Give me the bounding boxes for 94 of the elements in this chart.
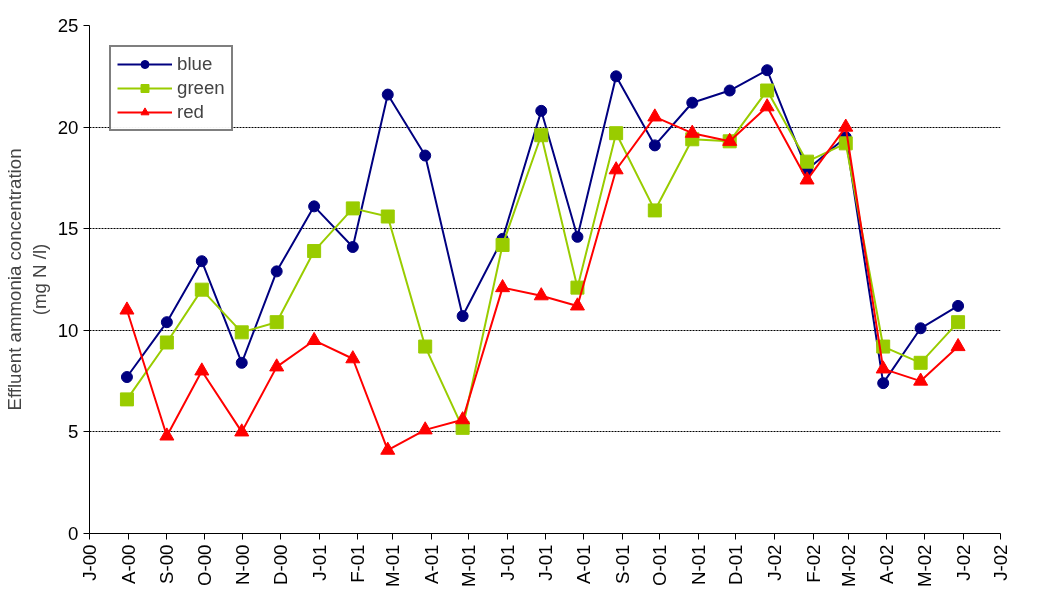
- legend-label: blue: [177, 53, 213, 75]
- x-tick-label: O-00: [193, 544, 215, 586]
- point: [534, 128, 549, 143]
- point: [495, 237, 510, 252]
- point: [418, 339, 433, 354]
- point: [684, 124, 700, 138]
- y-tick-label: 25: [57, 15, 79, 36]
- point: [951, 315, 966, 330]
- x-tick-label: J-01: [534, 544, 556, 581]
- point: [950, 337, 966, 352]
- y-tick-label: 5: [68, 421, 79, 443]
- point: [417, 421, 433, 435]
- point: [456, 310, 469, 323]
- point: [877, 377, 890, 390]
- y-axis-title: Effluent ammonia concentration (mg N /l): [3, 148, 50, 411]
- point: [380, 441, 396, 455]
- point: [159, 427, 175, 441]
- legend-label: red: [177, 101, 204, 123]
- point: [648, 139, 661, 152]
- x-tick-label: M-02: [837, 544, 859, 588]
- point: [913, 355, 928, 370]
- point: [723, 84, 736, 97]
- x-tick-label: F-01: [347, 544, 369, 583]
- point: [159, 335, 174, 350]
- point: [608, 161, 624, 175]
- point: [533, 287, 549, 301]
- point: [194, 362, 210, 376]
- point: [875, 360, 891, 374]
- point: [160, 316, 173, 329]
- point: [647, 108, 663, 122]
- point: [269, 315, 284, 330]
- x-tick-label: S-01: [611, 544, 633, 584]
- point: [307, 244, 322, 259]
- point: [345, 350, 361, 364]
- x-tick-label: J-02: [952, 544, 974, 581]
- point: [345, 201, 360, 216]
- point: [913, 372, 929, 386]
- x-tick-label: D-01: [725, 544, 747, 585]
- point: [195, 255, 208, 268]
- point: [647, 203, 662, 218]
- point: [799, 171, 815, 185]
- x-tick-label: M-01: [382, 544, 404, 587]
- y-tick-label: 10: [57, 319, 79, 341]
- point: [308, 200, 321, 213]
- point: [269, 358, 285, 372]
- point: [306, 331, 322, 345]
- point: [381, 88, 394, 101]
- point: [270, 265, 283, 278]
- x-tick-label: J-02: [764, 544, 786, 581]
- point: [495, 279, 511, 293]
- point: [838, 118, 854, 132]
- point: [800, 154, 815, 169]
- x-tick-label: D-00: [269, 544, 291, 585]
- point: [119, 301, 135, 315]
- x-tick-label: N-01: [688, 544, 709, 585]
- x-tick-label: M-01: [458, 544, 480, 587]
- x-tick-label: F-02: [802, 544, 824, 583]
- x-tick-label: A-01: [420, 544, 442, 584]
- point: [759, 98, 775, 112]
- point: [346, 241, 359, 253]
- point: [569, 297, 585, 311]
- point: [952, 299, 965, 312]
- point: [380, 209, 395, 224]
- point: [455, 411, 471, 425]
- y-tick-label: 0: [68, 523, 79, 544]
- point: [610, 70, 623, 83]
- point: [234, 423, 250, 437]
- point: [609, 126, 624, 141]
- x-tick-label: J-01: [308, 544, 330, 581]
- point: [761, 64, 774, 77]
- x-tick-label: S-00: [156, 544, 178, 584]
- point: [235, 356, 248, 369]
- point: [760, 83, 775, 98]
- point: [419, 149, 432, 162]
- point: [120, 371, 133, 384]
- x-tick-label: A-01: [573, 544, 595, 584]
- point: [234, 325, 249, 340]
- x-tick-label: O-01: [649, 544, 671, 586]
- point: [194, 282, 209, 297]
- x-tick-label: N-00: [232, 544, 254, 585]
- x-tick-label: M-02: [913, 544, 935, 587]
- x-tick-label: J-00: [79, 544, 100, 581]
- point: [686, 96, 699, 109]
- point: [119, 392, 134, 407]
- y-tick-label: 15: [57, 218, 79, 240]
- point: [535, 104, 548, 117]
- y-tick-label: 20: [57, 116, 79, 138]
- x-tick-label: A-00: [117, 544, 139, 584]
- x-tick-label: J-01: [497, 544, 519, 581]
- point: [914, 322, 927, 335]
- x-tick-label: A-02: [876, 544, 898, 584]
- x-tick-label: J-02: [990, 544, 1011, 581]
- legend-label: green: [177, 77, 225, 99]
- point: [571, 230, 584, 243]
